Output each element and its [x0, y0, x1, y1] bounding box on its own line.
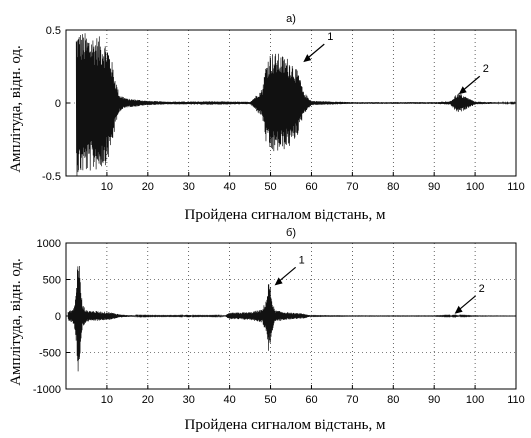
panel-title: б)	[286, 227, 296, 239]
x-tick-label: 30	[183, 394, 195, 406]
x-tick-label: 110	[507, 394, 525, 406]
x-tick-label: 100	[466, 181, 484, 193]
x-tick-label: 10	[101, 181, 113, 193]
x-tick-label: 80	[387, 394, 399, 406]
x-axis-label: Пройдена сигналом відстань, м	[185, 207, 386, 223]
annotation-arrowhead	[454, 305, 463, 314]
signal-line	[67, 265, 516, 372]
annotation-label: 1	[299, 254, 305, 266]
x-tick-label: 80	[387, 181, 399, 193]
annotation-label: 1	[327, 31, 333, 43]
x-tick-label: 70	[346, 394, 358, 406]
y-tick-label: 0	[55, 311, 61, 323]
x-tick-label: 20	[142, 181, 154, 193]
y-tick-label: -500	[39, 348, 61, 360]
x-tick-label: 40	[224, 181, 236, 193]
y-axis-label: Амплітуда, відн. од.	[8, 258, 24, 386]
x-tick-label: 110	[507, 181, 525, 193]
x-tick-label: 10	[101, 394, 113, 406]
y-tick-label: 0	[55, 98, 61, 110]
annotation-label: 2	[483, 63, 489, 75]
y-tick-label: 500	[43, 275, 61, 287]
x-tick-label: 70	[346, 181, 358, 193]
x-tick-label: 50	[264, 394, 276, 406]
y-tick-label: -0.5	[42, 171, 61, 183]
y-tick-label: 1000	[37, 238, 61, 250]
x-tick-label: 30	[183, 181, 195, 193]
panel-title: а)	[286, 13, 296, 25]
y-tick-label: -1000	[33, 384, 61, 396]
x-tick-label: 20	[142, 394, 154, 406]
annotation-arrowhead	[303, 54, 312, 63]
x-tick-label: 60	[305, 181, 317, 193]
x-tick-label: 60	[305, 394, 317, 406]
panel-b: 10 20 30 40 50 60 70 80 90 100 110 -1000 -500 0 500 100…	[8, 227, 525, 433]
x-tick-label: 50	[264, 181, 276, 193]
panel-a: 10 20 30 40 50 60 70 80 90 100 110 -0.5 0 0.5 1 2 а) Прой…	[8, 13, 525, 223]
y-axis-label: Амплітуда, відн. од.	[8, 45, 24, 173]
x-tick-label: 90	[428, 181, 440, 193]
x-axis-label: Пройдена сигналом відстань, м	[185, 417, 386, 433]
annotation-arrowhead	[274, 277, 283, 286]
x-tick-label: 90	[428, 394, 440, 406]
signal-line	[75, 33, 516, 176]
y-tick-label: 0.5	[46, 25, 61, 37]
annotation-arrowhead	[458, 86, 467, 95]
x-tick-label: 40	[224, 394, 236, 406]
x-tick-label: 100	[466, 394, 484, 406]
annotation-label: 2	[479, 283, 485, 295]
